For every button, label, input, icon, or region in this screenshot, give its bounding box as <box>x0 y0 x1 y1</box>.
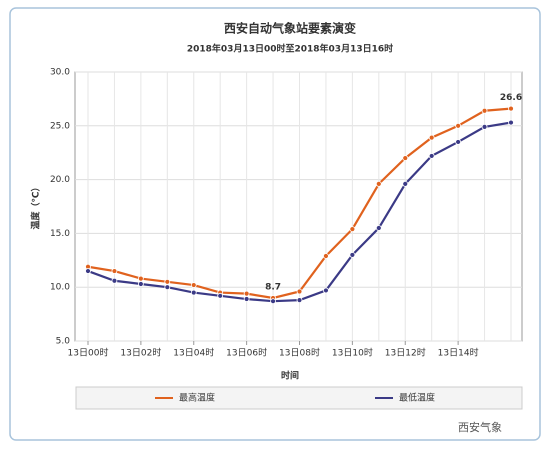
annotation: 26.6 <box>500 93 522 103</box>
data-point <box>164 284 171 291</box>
data-point <box>455 122 462 129</box>
y-tick-label: 20.0 <box>50 175 70 185</box>
y-axis-label: 温度（℃） <box>30 183 42 230</box>
y-tick-label: 10.0 <box>50 283 70 293</box>
x-tick-label: 13日10时 <box>332 347 373 359</box>
chart-title: 西安自动气象站要素演变 <box>224 21 356 36</box>
x-tick-label: 13日00时 <box>68 347 109 359</box>
watermark: 西安气象 <box>458 420 502 434</box>
data-point <box>375 225 382 231</box>
data-point <box>428 134 435 141</box>
data-point <box>190 282 197 288</box>
data-point <box>296 297 303 304</box>
data-point <box>190 289 197 296</box>
legend-label: 最高温度 <box>179 392 215 404</box>
data-point <box>217 292 224 299</box>
data-point <box>111 268 118 274</box>
plot-area <box>74 71 523 342</box>
x-tick-label: 13日04时 <box>173 347 214 359</box>
data-point <box>508 105 514 112</box>
data-point <box>508 119 514 126</box>
data-point <box>402 155 409 161</box>
data-point <box>349 252 356 258</box>
legend-box <box>75 386 523 410</box>
x-tick-label: 13日12时 <box>385 347 426 359</box>
data-point <box>375 181 382 187</box>
x-tick-label: 13日02时 <box>120 347 161 359</box>
data-point <box>137 281 144 287</box>
y-tick-label: 30.0 <box>50 68 70 78</box>
data-point <box>85 268 91 274</box>
y-tick-label: 5.0 <box>56 337 71 347</box>
x-axis-label: 时间 <box>281 370 299 382</box>
annotation: 8.7 <box>265 283 281 293</box>
data-point <box>323 253 329 259</box>
x-tick-label: 13日14时 <box>438 347 479 359</box>
data-point <box>243 290 250 297</box>
legend-label: 最低温度 <box>399 392 435 404</box>
chart-subtitle: 2018年03月13日00时至2018年03月13日16时 <box>187 43 393 55</box>
data-point <box>270 298 276 305</box>
data-point <box>323 287 329 294</box>
data-point <box>243 296 250 302</box>
data-point <box>428 153 435 159</box>
data-point <box>455 139 462 145</box>
y-tick-label: 15.0 <box>50 229 70 239</box>
data-point <box>164 278 171 285</box>
x-tick-label: 13日08时 <box>279 347 320 359</box>
data-point <box>481 123 488 130</box>
y-tick-label: 25.0 <box>50 121 70 131</box>
x-tick-label: 13日06时 <box>226 347 267 359</box>
data-point <box>111 277 118 284</box>
data-point <box>481 107 488 114</box>
data-point <box>349 226 356 232</box>
data-point <box>296 288 303 295</box>
data-point <box>137 275 144 282</box>
data-point <box>402 181 409 187</box>
